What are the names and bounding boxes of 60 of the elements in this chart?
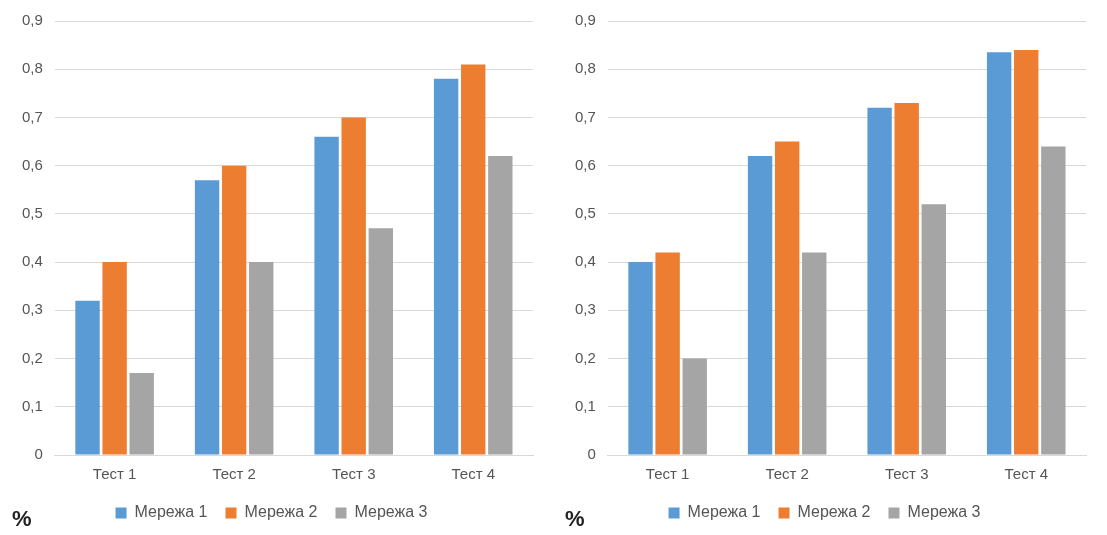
bar xyxy=(747,156,773,455)
x-tick-label: Тест 3 xyxy=(884,465,929,483)
bar xyxy=(802,252,827,455)
bar xyxy=(1041,146,1066,455)
y-tick-label: 0,4 xyxy=(21,252,43,270)
bar xyxy=(867,107,892,455)
bar xyxy=(1014,49,1039,455)
y-tick-label: 0,5 xyxy=(574,204,596,222)
bar xyxy=(433,78,459,455)
y-tick-label: 0,6 xyxy=(21,155,43,173)
y-tick-label: 0,3 xyxy=(574,300,596,318)
legend-label: Мережа 3 xyxy=(354,503,428,521)
bar xyxy=(221,165,247,455)
y-tick-label: 0,1 xyxy=(21,396,43,414)
y-tick-label: 0,9 xyxy=(21,11,43,29)
y-tick-label: 0,2 xyxy=(21,348,43,366)
x-tick-label: Тест 2 xyxy=(212,465,256,483)
x-tick-label: Тест 3 xyxy=(331,465,376,483)
bar xyxy=(75,300,100,455)
x-tick-label: Тест 4 xyxy=(451,465,495,483)
bar xyxy=(249,262,274,455)
legend-label: Мережа 3 xyxy=(907,503,981,521)
bar xyxy=(341,117,366,455)
bar xyxy=(129,373,154,455)
bar xyxy=(655,252,680,455)
legend-label: Мережа 2 xyxy=(244,503,318,521)
bar xyxy=(488,156,513,455)
bar xyxy=(774,141,800,455)
x-tick-label: Тест 4 xyxy=(1004,465,1048,483)
bar xyxy=(986,52,1012,455)
bar xyxy=(628,262,653,455)
x-tick-label: Тест 1 xyxy=(645,465,690,483)
y-tick-label: 0,4 xyxy=(574,252,596,270)
y-axis-title: % xyxy=(565,506,585,532)
y-tick-label: 0 xyxy=(34,445,43,463)
legend-label: Мережа 2 xyxy=(797,503,871,521)
x-tick-label: Тест 1 xyxy=(92,465,137,483)
bar xyxy=(102,262,127,455)
legend-label: Мережа 1 xyxy=(134,503,208,521)
bar xyxy=(314,136,339,455)
y-tick-label: 0,8 xyxy=(21,59,43,77)
bar xyxy=(921,204,946,455)
y-tick-label: 0,7 xyxy=(574,107,596,125)
y-tick-label: 0,8 xyxy=(574,59,596,77)
bar xyxy=(894,102,919,455)
y-tick-label: 0,6 xyxy=(574,155,596,173)
y-tick-label: 0 xyxy=(587,445,596,463)
legend-label: Мережа 1 xyxy=(687,503,761,521)
bar xyxy=(461,64,486,455)
y-tick-label: 0,9 xyxy=(574,11,596,29)
bar xyxy=(368,228,393,455)
y-axis-title: % xyxy=(12,506,32,532)
y-tick-label: 0,1 xyxy=(574,396,596,414)
y-tick-label: 0,2 xyxy=(574,348,596,366)
y-tick-label: 0,7 xyxy=(21,107,43,125)
bar xyxy=(682,358,707,455)
bar xyxy=(194,180,220,455)
x-tick-label: Тест 2 xyxy=(765,465,809,483)
y-tick-label: 0,5 xyxy=(21,204,43,222)
y-tick-label: 0,3 xyxy=(21,300,43,318)
